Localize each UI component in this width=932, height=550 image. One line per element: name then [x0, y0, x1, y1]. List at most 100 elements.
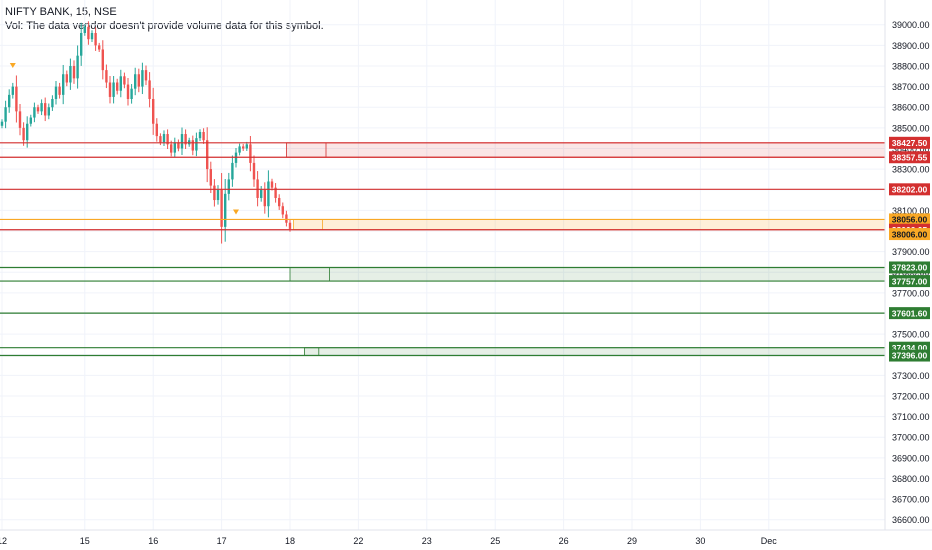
candle-body: [98, 45, 101, 50]
candle-body: [62, 74, 65, 95]
signal-markers: [9, 63, 239, 215]
candle-body: [166, 134, 169, 145]
signal-marker: [9, 63, 16, 69]
candle-body: [159, 136, 162, 143]
time-axis: 12 15 16 17 18 22 23 25 26 29 30 Dec: [0, 536, 777, 546]
price-tick-label: 38100.00: [892, 206, 930, 216]
candle-body: [58, 86, 61, 95]
level-price-label-bg: [889, 261, 930, 274]
candle-body: [209, 169, 212, 186]
price-tick-label: 38500.00: [892, 123, 930, 133]
price-tick-label: 37300.00: [892, 371, 930, 381]
candle-body: [47, 107, 50, 116]
candle-body: [285, 214, 288, 223]
level-price-label-bg: [889, 151, 930, 164]
candle-body: [116, 82, 119, 91]
zone-box: [293, 219, 886, 231]
candle-body: [108, 82, 112, 97]
time-tick-label: 12: [0, 536, 7, 546]
level-price-label: 37396.00: [892, 351, 928, 361]
price-tick-label: 36700.00: [892, 495, 930, 505]
signal-marker: [233, 209, 239, 215]
level-price-label: 37601.60: [892, 308, 928, 318]
candle-body: [177, 142, 180, 149]
candle-body: [101, 49, 104, 71]
candle-body: [76, 55, 79, 79]
candle-body: [173, 142, 176, 153]
candle-body: [155, 123, 158, 137]
time-tick-label: Dec: [761, 536, 778, 546]
chart-grid: [0, 0, 885, 530]
candle-body: [195, 138, 198, 151]
candle-body: [36, 107, 40, 112]
candle-body: [33, 107, 36, 118]
candle-body: [213, 185, 216, 201]
candle-body: [130, 88, 133, 99]
price-tick-label: 38700.00: [892, 82, 930, 92]
candle-body: [112, 82, 115, 97]
candle-body: [148, 80, 151, 99]
price-tick-label: 36800.00: [892, 474, 930, 484]
candle-body: [137, 74, 140, 87]
candle-body: [162, 134, 166, 143]
level-price-label-bg: [889, 183, 930, 196]
price-tick-label: 38300.00: [892, 165, 930, 175]
symbol-title[interactable]: NIFTY BANK, 15, NSE: [5, 6, 117, 18]
time-tick-label: 30: [695, 536, 705, 546]
candle-body: [65, 74, 68, 83]
level-price-label-bg: [889, 307, 930, 320]
candle-body: [11, 86, 14, 95]
candle-body: [278, 197, 281, 207]
candle-body: [123, 76, 126, 85]
candle-body: [83, 26, 86, 33]
price-tick-label: 36900.00: [892, 453, 930, 463]
candle-body: [274, 187, 277, 198]
time-axis-panel[interactable]: [0, 530, 932, 550]
candle-body: [256, 179, 259, 198]
candle-body: [224, 193, 227, 227]
candle-body: [267, 181, 270, 207]
level-price-label: 38202.00: [892, 185, 928, 195]
candle-body: [198, 131, 202, 139]
level-price-label-bg: [889, 136, 930, 149]
time-tick-label: 15: [80, 536, 90, 546]
candle-body: [4, 107, 7, 122]
candle-body: [245, 144, 248, 149]
zone-boxes: [285, 142, 886, 356]
candle-body: [144, 70, 148, 81]
candle-body: [51, 98, 54, 108]
level-price-label-bg: [889, 349, 930, 362]
candle-body: [105, 70, 108, 83]
time-tick-label: 26: [559, 536, 569, 546]
zone-box: [285, 142, 886, 158]
price-tick-label: 37000.00: [892, 433, 930, 443]
level-price-label: 38006.00: [892, 229, 928, 239]
time-tick-label: 25: [490, 536, 500, 546]
level-price-label-bg: [889, 213, 930, 226]
candle-body: [227, 179, 230, 194]
candle-body: [288, 222, 292, 229]
level-price-label: 37434.00: [892, 343, 928, 353]
candle-body: [216, 189, 220, 201]
candle-body: [134, 74, 137, 89]
level-price-labels: 38427.5038357.5538202.0038056.0038006.05…: [889, 136, 930, 362]
time-tick-label: 18: [285, 536, 295, 546]
candle-body: [270, 181, 274, 188]
time-tick-label: 23: [422, 536, 432, 546]
candle-body: [220, 189, 223, 227]
level-price-label: 37823.00: [892, 263, 928, 273]
price-tick-label: 37100.00: [892, 412, 930, 422]
level-price-label-bg: [889, 228, 930, 241]
candle-body: [184, 134, 187, 145]
price-tick-label: 38400.00: [892, 144, 930, 154]
candle-body: [206, 140, 209, 170]
time-tick-label: 16: [148, 536, 158, 546]
candle-body: [191, 140, 194, 151]
candle-body: [260, 189, 263, 198]
candle-body: [281, 206, 284, 215]
candlestick-series: [0, 21, 292, 244]
level-price-label: 37757.00: [892, 276, 928, 286]
price-tick-label: 38600.00: [892, 103, 930, 113]
candle-body: [22, 127, 25, 141]
